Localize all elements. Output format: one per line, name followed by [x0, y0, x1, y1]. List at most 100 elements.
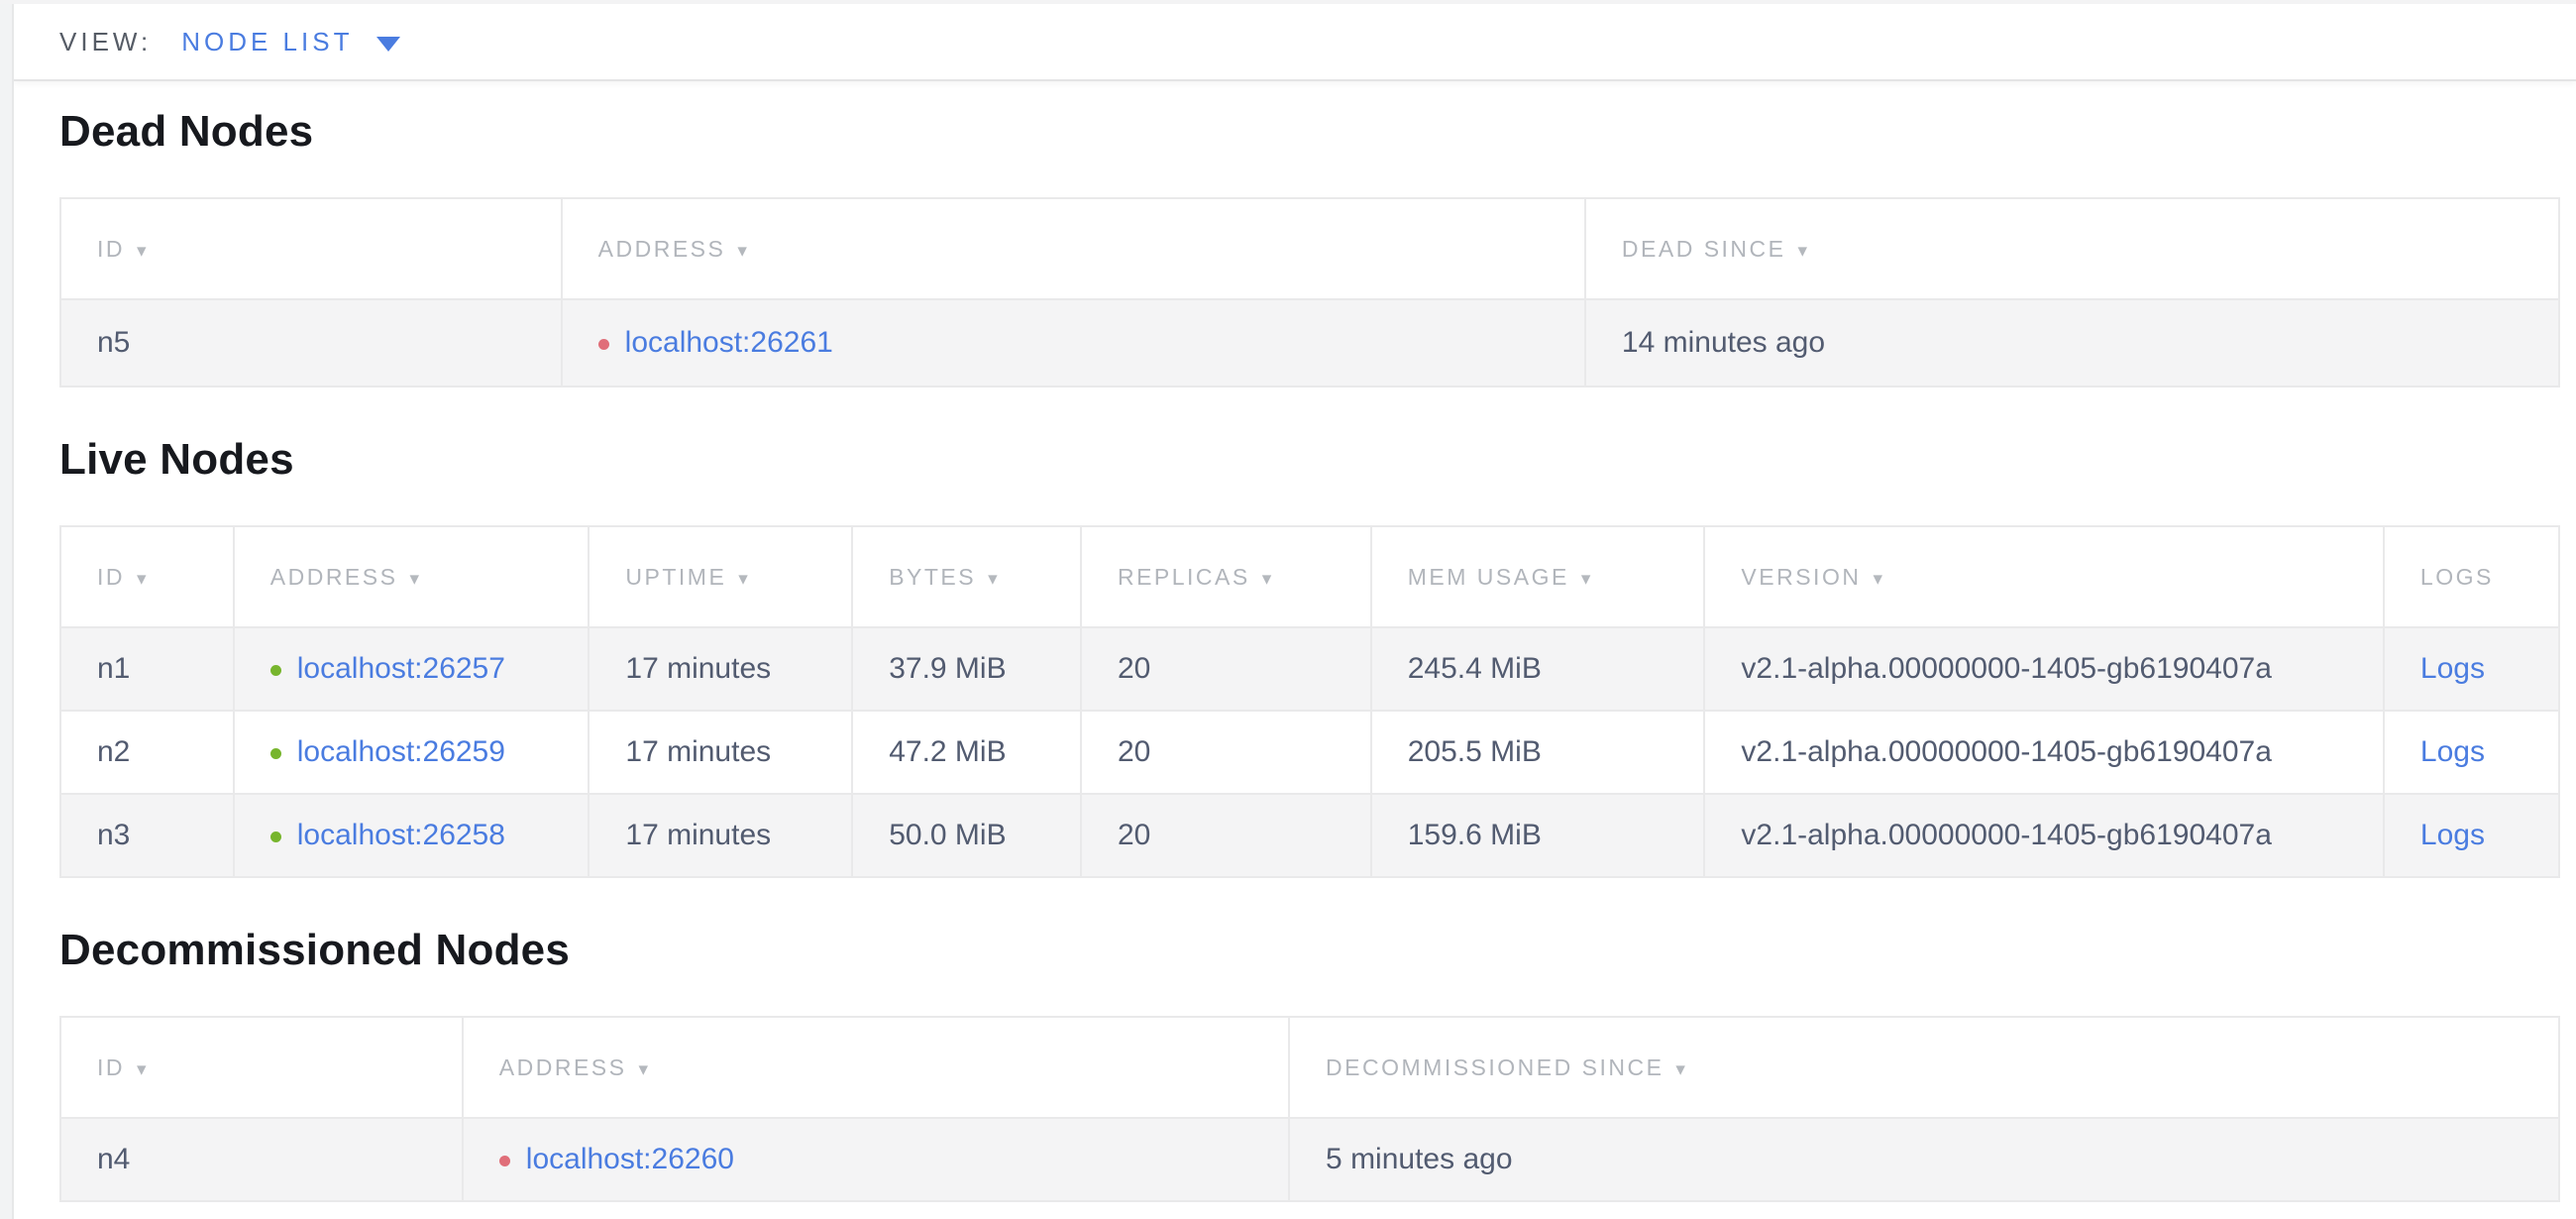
topbar: VIEW: NODE LIST [14, 0, 2576, 81]
column-header-label: VERSION [1741, 563, 1862, 590]
table-row: n1 localhost:26257 17 minutes 37.9 MiB 2… [60, 627, 2559, 712]
chevron-down-icon [376, 36, 401, 52]
address-link[interactable]: localhost:26260 [525, 1143, 734, 1175]
node-address-cell: localhost:26259 [233, 711, 590, 795]
column-header-mem-usage[interactable]: MEM USAGE [1370, 526, 1706, 628]
table-row: n2 localhost:26259 17 minutes 47.2 MiB 2… [60, 711, 2559, 795]
sort-arrow-icon [137, 241, 149, 262]
sort-arrow-icon [737, 241, 749, 262]
replicas-cell: 20 [1080, 627, 1372, 712]
column-header-label: LOGS [2419, 563, 2494, 590]
version-cell: v2.1-alpha.00000000-1405-gb6190407a [1704, 794, 2385, 878]
live-status-icon [269, 665, 281, 676]
node-id-cell: n2 [60, 711, 235, 795]
bytes-cell: 37.9 MiB [852, 627, 1082, 712]
view-dropdown[interactable]: VIEW: NODE LIST [59, 26, 401, 57]
logs-link[interactable]: Logs [2419, 819, 2485, 851]
node-id-cell: n4 [60, 1118, 464, 1202]
column-header-address[interactable]: ADDRESS [462, 1017, 1291, 1119]
column-header-label: REPLICAS [1117, 563, 1250, 590]
column-header-label: DEAD SINCE [1621, 235, 1786, 262]
column-header-label: ID [97, 235, 125, 262]
column-header-label: UPTIME [625, 563, 727, 590]
column-header-address[interactable]: ADDRESS [561, 198, 1586, 300]
address-link[interactable]: localhost:26259 [296, 735, 505, 768]
decommissioned-status-icon [498, 1156, 510, 1166]
column-header-label: MEM USAGE [1407, 563, 1569, 590]
sort-arrow-icon [1873, 569, 1884, 590]
logs-cell: Logs [2383, 711, 2559, 795]
column-header-label: ADDRESS [498, 1053, 627, 1080]
decommissioned-nodes-table: ID ADDRESS DECOMMISSIONED SINCE n4 local… [59, 1016, 2560, 1202]
column-header-label: ID [97, 1053, 125, 1080]
uptime-cell: 17 minutes [589, 627, 854, 712]
column-header-label: BYTES [889, 563, 977, 590]
version-cell: v2.1-alpha.00000000-1405-gb6190407a [1704, 711, 2385, 795]
live-status-icon [269, 831, 281, 842]
logs-link[interactable]: Logs [2419, 735, 2485, 768]
address-link[interactable]: localhost:26258 [296, 819, 505, 851]
logs-link[interactable]: Logs [2419, 652, 2485, 685]
node-address-cell: localhost:26258 [233, 794, 590, 878]
node-id-cell: n3 [60, 794, 235, 878]
column-header-label: ID [97, 563, 125, 590]
mem-usage-cell: 159.6 MiB [1370, 794, 1706, 878]
dead-status-icon [597, 339, 609, 350]
decommissioned-since-cell: 5 minutes ago [1289, 1118, 2559, 1202]
mem-usage-cell: 205.5 MiB [1370, 711, 1706, 795]
sort-arrow-icon [409, 569, 421, 590]
sort-arrow-icon [638, 1059, 650, 1080]
column-header-address[interactable]: ADDRESS [233, 526, 590, 628]
column-header-uptime[interactable]: UPTIME [589, 526, 854, 628]
sort-arrow-icon [1581, 569, 1593, 590]
column-header-label: ADDRESS [269, 563, 398, 590]
dead-nodes-table: ID ADDRESS DEAD SINCE n5 localhost:26261… [59, 197, 2560, 388]
table-row: n3 localhost:26258 17 minutes 50.0 MiB 2… [60, 794, 2559, 878]
live-nodes-table: ID ADDRESS UPTIME BYTES REPLICAS MEM USA… [59, 525, 2560, 878]
section-title-live-nodes: Live Nodes [59, 435, 294, 484]
logs-cell: Logs [2383, 627, 2559, 712]
replicas-cell: 20 [1080, 794, 1372, 878]
node-id-cell: n1 [60, 627, 235, 712]
address-link[interactable]: localhost:26261 [624, 326, 833, 359]
column-header-bytes[interactable]: BYTES [852, 526, 1082, 628]
column-header-replicas[interactable]: REPLICAS [1080, 526, 1372, 628]
column-header-label: DECOMMISSIONED SINCE [1326, 1053, 1664, 1080]
sort-arrow-icon [1798, 241, 1810, 262]
column-header-version[interactable]: VERSION [1704, 526, 2385, 628]
section-title-decommissioned-nodes: Decommissioned Nodes [59, 926, 571, 974]
view-value: NODE LIST [181, 26, 354, 56]
sort-arrow-icon [1262, 569, 1274, 590]
table-header-row: ID ADDRESS DECOMMISSIONED SINCE [60, 1017, 2559, 1119]
sort-arrow-icon [137, 569, 149, 590]
live-status-icon [269, 748, 281, 759]
sort-arrow-icon [137, 1059, 149, 1080]
dead-since-cell: 14 minutes ago [1584, 299, 2559, 388]
table-header-row: ID ADDRESS DEAD SINCE [60, 198, 2559, 300]
bytes-cell: 50.0 MiB [852, 794, 1082, 878]
column-header-id[interactable]: ID [60, 1017, 464, 1119]
column-header-logs: LOGS [2383, 526, 2559, 628]
node-address-cell: localhost:26260 [462, 1118, 1291, 1202]
column-header-id[interactable]: ID [60, 526, 235, 628]
logs-cell: Logs [2383, 794, 2559, 878]
address-link[interactable]: localhost:26257 [296, 652, 505, 685]
node-id-cell: n5 [60, 299, 563, 388]
uptime-cell: 17 minutes [589, 794, 854, 878]
column-header-id[interactable]: ID [60, 198, 563, 300]
node-address-cell: localhost:26261 [561, 299, 1586, 388]
mem-usage-cell: 245.4 MiB [1370, 627, 1706, 712]
column-header-dead-since[interactable]: DEAD SINCE [1584, 198, 2559, 300]
sort-arrow-icon [988, 569, 1000, 590]
column-header-label: ADDRESS [597, 235, 726, 262]
sort-arrow-icon [738, 569, 750, 590]
node-list-page: Dead Nodes ID ADDRESS DEAD SINCE n5 loca… [14, 105, 2576, 1202]
section-title-dead-nodes: Dead Nodes [59, 107, 314, 156]
page-top-edge [0, 0, 2576, 4]
uptime-cell: 17 minutes [589, 711, 854, 795]
sort-arrow-icon [1675, 1059, 1687, 1080]
node-address-cell: localhost:26257 [233, 627, 590, 712]
table-row: n5 localhost:26261 14 minutes ago [60, 299, 2559, 388]
column-header-decommissioned-since[interactable]: DECOMMISSIONED SINCE [1289, 1017, 2559, 1119]
view-label: VIEW: [59, 26, 153, 56]
